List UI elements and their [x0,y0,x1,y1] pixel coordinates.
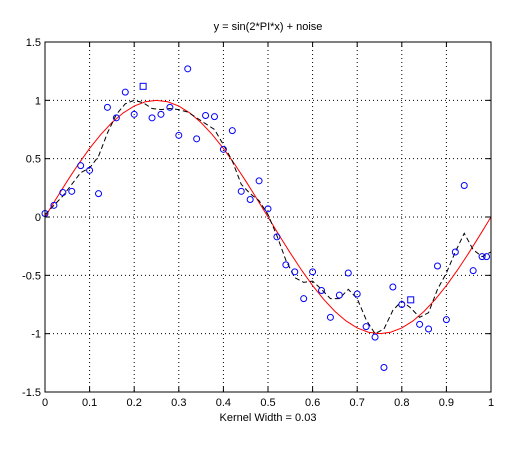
y-tick-label: 1.5 [26,37,41,49]
data-point [95,190,103,198]
data-points [41,65,491,371]
x-tick-label: 0.5 [260,397,275,409]
data-point [246,196,254,203]
x-tick-label: 0.1 [82,397,97,409]
x-tick-label: 1 [488,397,494,409]
x-axis-label: Kernel Width = 0.03 [220,412,317,424]
data-point [157,110,165,118]
data-point [273,233,281,241]
data-point [353,290,361,298]
data-point [478,253,486,261]
data-point [442,316,450,324]
data-point [166,103,174,111]
data-point [103,103,111,111]
chart-title: y = sin(2*PI*x) + noise [214,21,323,33]
data-point [184,65,192,73]
data-point [68,187,76,195]
data-point-square [407,296,415,304]
data-point [460,182,468,189]
data-point [433,262,441,270]
data-point [416,320,424,328]
data-point [282,261,290,269]
data-point [210,113,218,121]
y-tick-label: 1 [35,95,41,107]
y-tick-label: 0 [35,212,41,224]
data-point [255,177,263,185]
y-tick-label: -1.5 [22,387,41,399]
data-point [371,333,379,341]
axis-ticks: 0 0.1 0.2 0.3 0.4 0.5 0.6 0.7 0.8 0.9 1 -1.5 -1 -0.5 0… [22,37,494,409]
data-point [237,187,245,195]
y-tick-label: -0.5 [22,270,41,282]
y-tick-label: -1 [31,329,41,341]
data-point [362,323,370,331]
data-point [121,88,129,96]
x-tick-label: 0.8 [394,397,409,409]
data-point [86,166,94,174]
data-point [193,135,201,143]
data-point [228,127,236,135]
data-point [202,112,210,119]
data-point [398,301,406,308]
x-tick-label: 0.9 [439,397,454,409]
data-point [77,162,85,170]
data-point [219,145,227,153]
x-tick-label: 0 [42,397,48,409]
data-point [451,248,459,256]
data-point [291,268,299,276]
x-tick-label: 0.2 [127,397,142,409]
data-point [175,131,183,139]
y-tick-label: 0.5 [26,154,41,166]
data-point [309,268,317,276]
data-point [148,114,156,122]
x-tick-label: 0.3 [171,397,186,409]
data-point [483,253,491,261]
data-point-square [139,82,147,90]
data-point [318,287,326,294]
data-point [425,325,433,333]
data-point [300,295,308,303]
data-point [335,291,343,299]
x-tick-label: 0.6 [305,397,320,409]
data-point [264,205,272,213]
data-point [380,364,388,371]
data-point [469,267,477,275]
data-point [112,114,120,122]
data-point [389,283,397,291]
x-tick-label: 0.4 [216,397,231,409]
data-point [50,201,58,209]
data-point [130,110,138,118]
x-tick-label: 0.7 [350,397,365,409]
data-point [59,189,67,196]
smoothed-estimate-line [44,99,492,335]
data-point [344,269,352,277]
data-point [326,313,334,321]
